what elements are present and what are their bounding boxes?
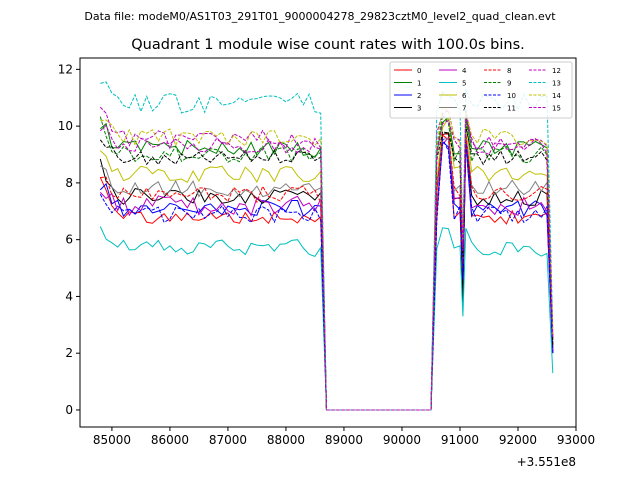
- y-tick-label: 8: [65, 176, 73, 190]
- legend-label-14: 14: [552, 92, 561, 100]
- legend-label-15: 15: [552, 105, 561, 113]
- series-line-13: [100, 81, 554, 411]
- legend-label-5: 5: [462, 80, 466, 88]
- legend-label-12: 12: [552, 67, 561, 75]
- x-tick-label: 93000: [557, 433, 595, 447]
- series-line-8: [100, 133, 554, 411]
- x-tick-label: 88000: [267, 433, 305, 447]
- x-tick-label: 92000: [499, 433, 537, 447]
- legend-label-9: 9: [507, 80, 511, 88]
- y-axis: 0 2 4 6 8 10 12: [58, 62, 80, 417]
- data-file-label: Data file: modeM0/AS1T03_291T01_90000042…: [84, 10, 556, 23]
- series-line-3: [99, 132, 554, 411]
- chart-title: Quadrant 1 module wise count rates with …: [131, 37, 525, 53]
- plot-lines: [99, 81, 554, 411]
- series-line-5: [99, 226, 554, 411]
- x-axis: 85000 86000 87000 88000 89000 90000 91000 92000…: [93, 427, 595, 447]
- series-line-4: [99, 136, 554, 411]
- series-line-10: [99, 137, 554, 411]
- series-line-7: [100, 131, 554, 411]
- x-tick-label: 91000: [441, 433, 479, 447]
- legend-label-7: 7: [462, 105, 466, 113]
- series-line-15: [99, 117, 554, 411]
- y-tick-label: 4: [65, 289, 73, 303]
- series-line-9: [99, 113, 554, 411]
- legend-label-11: 11: [507, 105, 516, 113]
- y-tick-label: 10: [58, 119, 73, 133]
- legend-label-6: 6: [462, 92, 467, 100]
- y-tick-label: 12: [58, 62, 73, 76]
- legend-label-3: 3: [417, 105, 421, 113]
- x-tick-label: 87000: [209, 433, 247, 447]
- legend-label-4: 4: [462, 67, 467, 75]
- y-tick-label: 2: [65, 346, 73, 360]
- series-line-2: [99, 140, 554, 411]
- series-line-6: [99, 116, 554, 411]
- series-line-11: [99, 125, 554, 411]
- legend-label-2: 2: [417, 92, 421, 100]
- legend-label-10: 10: [507, 92, 516, 100]
- plot-frame: [79, 57, 577, 428]
- x-tick-label: 85000: [93, 433, 131, 447]
- x-tick-label: 86000: [151, 433, 189, 447]
- legend-box: [389, 61, 573, 119]
- series-line-0: [99, 134, 554, 411]
- legend-label-1: 1: [417, 80, 421, 88]
- x-offset-label: +3.551e8: [517, 455, 576, 469]
- y-tick-label: 0: [65, 403, 73, 417]
- legend-label-8: 8: [507, 67, 511, 75]
- x-tick-label: 89000: [325, 433, 363, 447]
- x-tick-label: 90000: [383, 433, 421, 447]
- legend-label-0: 0: [417, 67, 421, 75]
- y-tick-label: 6: [65, 233, 73, 247]
- legend-label-13: 13: [552, 80, 561, 88]
- series-line-14: [100, 106, 554, 411]
